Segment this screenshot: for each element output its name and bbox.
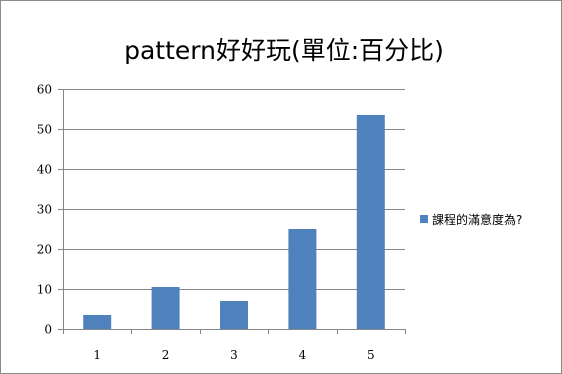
y-tick-label: 0 (44, 323, 52, 337)
legend-swatch (420, 215, 428, 223)
y-tick-label: 30 (37, 203, 52, 217)
x-tick-label: 4 (299, 348, 307, 362)
gridlines (63, 89, 405, 290)
chart-title: pattern好好玩(單位:百分比) (124, 36, 444, 65)
bar (288, 229, 317, 329)
x-tick-label: 5 (367, 348, 375, 362)
x-tick-label: 1 (93, 348, 101, 362)
legend: 課程的滿意度為? (420, 212, 522, 227)
bars (83, 115, 385, 329)
x-axis-ticks: 1 2 3 4 5 (63, 329, 406, 362)
bar (356, 115, 385, 329)
y-tick-label: 10 (37, 283, 52, 297)
bar (151, 287, 180, 329)
y-tick-label: 40 (37, 163, 52, 177)
legend-label: 課程的滿意度為? (432, 212, 522, 227)
y-tick-label: 60 (37, 83, 52, 97)
axes (63, 89, 405, 330)
x-tick-label: 2 (162, 348, 170, 362)
bar (220, 301, 248, 329)
x-tick-label: 3 (230, 348, 238, 362)
y-tick-label: 20 (37, 243, 52, 257)
bar (83, 315, 112, 329)
y-tick-label: 50 (37, 123, 52, 137)
y-axis-ticks: 0 10 20 30 40 50 60 (37, 83, 63, 337)
